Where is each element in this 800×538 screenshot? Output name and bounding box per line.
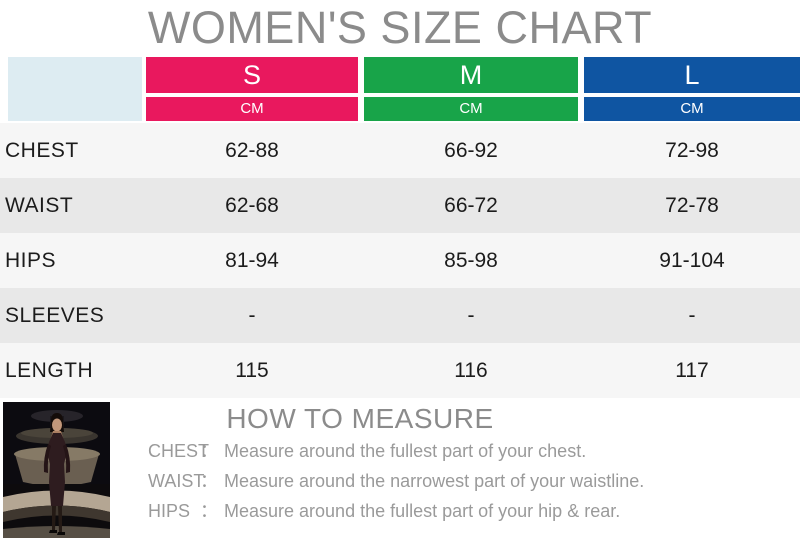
cell-waist-s: 62-68 bbox=[225, 194, 279, 217]
measure-text: Measure around the fullest part of your … bbox=[224, 501, 621, 521]
table-corner-block bbox=[8, 57, 142, 121]
cell-hips-s: 81-94 bbox=[225, 249, 279, 272]
measure-label: HIPS bbox=[148, 501, 191, 521]
row-label: WAIST bbox=[5, 194, 74, 217]
measure-colon: ： bbox=[200, 501, 218, 521]
cell-length-s: 115 bbox=[235, 359, 269, 382]
measure-colon: ： bbox=[200, 471, 218, 491]
table-row-length: LENGTH 115 116 117 bbox=[0, 343, 800, 398]
cell-hips-l: 91-104 bbox=[659, 249, 725, 272]
page-title: WOMEN'S SIZE CHART bbox=[147, 2, 653, 53]
unit-bar-m: CM bbox=[364, 97, 578, 121]
measure-item-hips: HIPS ： Measure around the fullest part of … bbox=[148, 500, 708, 530]
measure-text: Measure around the narrowest part of you… bbox=[224, 471, 645, 491]
row-label: CHEST bbox=[5, 139, 79, 162]
measure-label: CHEST bbox=[148, 441, 210, 461]
table-row-sleeves: SLEEVES - - - bbox=[0, 288, 800, 343]
column-header-s: S bbox=[146, 57, 358, 93]
measure-item-waist: WAIST： Measure around the narrowest part … bbox=[148, 470, 708, 500]
cell-chest-l: 72-98 bbox=[665, 139, 719, 162]
cell-sleeves-s: - bbox=[248, 304, 256, 327]
how-to-measure-list: CHEST： Measure around the fullest part of… bbox=[148, 440, 708, 530]
model-photo bbox=[3, 402, 110, 538]
cell-hips-m: 85-98 bbox=[444, 249, 498, 272]
table-row-waist: WAIST 62-68 66-72 72-78 bbox=[0, 178, 800, 233]
model-photo-illustration bbox=[3, 402, 110, 538]
cell-length-l: 117 bbox=[675, 359, 709, 382]
row-label: SLEEVES bbox=[5, 304, 105, 327]
measure-label: WAIST bbox=[148, 471, 205, 491]
row-label: LENGTH bbox=[5, 359, 94, 382]
row-label: HIPS bbox=[5, 249, 57, 272]
cell-sleeves-m: - bbox=[467, 304, 475, 327]
column-header-l: L bbox=[584, 57, 800, 93]
table-row-chest: CHEST 62-88 66-92 72-98 bbox=[0, 123, 800, 178]
how-to-measure-heading: HOW TO MEASURE bbox=[226, 403, 494, 434]
cell-waist-m: 66-72 bbox=[444, 194, 498, 217]
cell-length-m: 116 bbox=[454, 359, 488, 382]
cell-chest-m: 66-92 bbox=[444, 139, 498, 162]
column-header-m: M bbox=[364, 57, 578, 93]
cell-waist-l: 72-78 bbox=[665, 194, 719, 217]
unit-bar-s: CM bbox=[146, 97, 358, 121]
measure-item-chest: CHEST： Measure around the fullest part of… bbox=[148, 440, 708, 470]
unit-bar-l: CM bbox=[584, 97, 800, 121]
cell-chest-s: 62-88 bbox=[225, 139, 279, 162]
measure-text: Measure around the fullest part of your … bbox=[224, 441, 587, 461]
table-row-hips: HIPS 81-94 85-98 91-104 bbox=[0, 233, 800, 288]
size-table-body: CHEST 62-88 66-92 72-98 WAIST 62-68 66-7… bbox=[0, 123, 800, 398]
measure-colon: ： bbox=[200, 441, 218, 461]
cell-sleeves-l: - bbox=[688, 304, 696, 327]
